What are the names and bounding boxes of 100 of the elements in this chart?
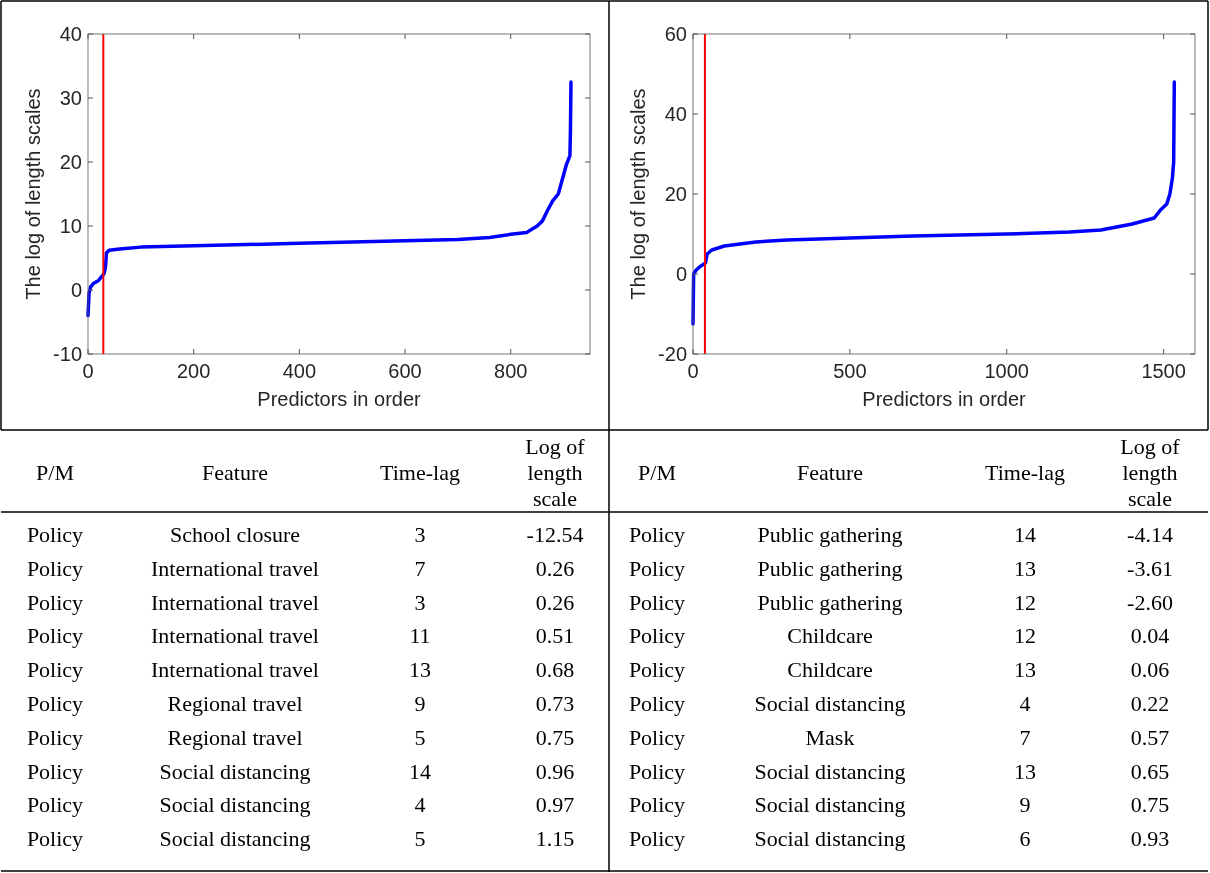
text: 14 <box>1014 521 1036 547</box>
text: Social distancing <box>159 792 311 818</box>
text: 0.75 <box>1130 792 1170 818</box>
text: 12 <box>1014 589 1036 615</box>
category-label: Feature <box>202 460 268 485</box>
text: 0.26 <box>535 589 575 615</box>
category-label: Time-lag <box>985 460 1065 485</box>
text: Policy <box>26 690 84 716</box>
text: Policy <box>628 724 686 750</box>
text: -2.60 <box>1127 589 1173 615</box>
text: 0.57 <box>1130 724 1170 750</box>
text: Policy <box>628 758 686 784</box>
line-series <box>691 80 1177 326</box>
y-tick-label: 0 <box>70 279 82 301</box>
text: Social distancing <box>159 826 311 852</box>
category-label: Log of length scale <box>525 434 586 511</box>
text: 7 <box>1019 724 1031 750</box>
text: Policy <box>628 555 686 581</box>
text: 13 <box>1014 758 1036 784</box>
text: 3 <box>414 521 426 547</box>
text: 0.22 <box>1130 690 1170 716</box>
text: Policy <box>26 758 84 784</box>
x-tick-label: 800 <box>494 360 528 382</box>
text: Childcare <box>787 623 873 649</box>
x-tick-label: 400 <box>282 360 317 382</box>
text: Policy <box>26 792 84 818</box>
text: 5 <box>414 724 426 750</box>
text: Social distancing <box>754 758 906 784</box>
category-label: Time-lag <box>380 460 460 485</box>
y-tick-label: 30 <box>59 87 82 109</box>
category-label: Feature <box>797 460 863 485</box>
category-label: P/M <box>638 460 676 485</box>
text: -4.14 <box>1127 521 1173 547</box>
x-tick-label: 1500 <box>1141 360 1186 382</box>
y-tick-label: 60 <box>664 23 687 45</box>
text: 0.68 <box>535 657 575 683</box>
y-tick-label: -10 <box>53 343 82 365</box>
category-label: P/M <box>36 460 74 485</box>
text: Regional travel <box>167 724 303 750</box>
category-label: Log of length scale <box>1120 434 1181 511</box>
x-tick-label: 500 <box>833 360 867 382</box>
text: 4 <box>414 792 426 818</box>
text: -3.61 <box>1127 555 1173 581</box>
text: 0.96 <box>535 758 575 784</box>
y-tick-label: 40 <box>59 23 82 45</box>
text: Mask <box>805 724 855 750</box>
text: 13 <box>409 657 431 683</box>
text: 13 <box>1014 555 1036 581</box>
text: International travel <box>151 555 319 581</box>
text: Public gathering <box>757 555 903 581</box>
text: 0.06 <box>1130 657 1170 683</box>
text: 12 <box>1014 623 1036 649</box>
text: 14 <box>409 758 431 784</box>
y-tick-label: 0 <box>675 263 687 285</box>
text: 0.75 <box>535 724 575 750</box>
text: Social distancing <box>159 758 311 784</box>
text: Social distancing <box>754 826 906 852</box>
y-tick-label: 40 <box>664 103 687 125</box>
text: Policy <box>628 521 686 547</box>
text: Policy <box>26 623 84 649</box>
text: 0.51 <box>535 623 575 649</box>
text: International travel <box>151 623 319 649</box>
text: Public gathering <box>757 589 903 615</box>
text: -12.54 <box>526 521 584 547</box>
text: 0.93 <box>1130 826 1170 852</box>
text: 4 <box>1019 690 1031 716</box>
text: Policy <box>26 589 84 615</box>
x-tick-label: 600 <box>388 360 422 382</box>
text: 5 <box>414 826 426 852</box>
text: Policy <box>26 826 84 852</box>
y-tick-label: -20 <box>658 343 687 365</box>
text: Regional travel <box>167 690 303 716</box>
text: Policy <box>628 690 686 716</box>
x-axis-title: Predictors in order <box>257 388 422 410</box>
text: Social distancing <box>754 690 906 716</box>
text: 9 <box>414 690 426 716</box>
text: 0.26 <box>535 555 575 581</box>
y-axis-title: The log of length scales <box>22 88 44 300</box>
text: 13 <box>1014 657 1036 683</box>
text: Social distancing <box>754 792 906 818</box>
x-tick-label: 200 <box>177 360 211 382</box>
text: 7 <box>414 555 426 581</box>
text: Policy <box>26 657 84 683</box>
text: Public gathering <box>757 521 903 547</box>
text: Policy <box>26 724 84 750</box>
text: 1.15 <box>535 826 575 852</box>
text: International travel <box>151 589 319 615</box>
text: 0.73 <box>535 690 575 716</box>
text: Policy <box>26 555 84 581</box>
text: 0.97 <box>535 792 575 818</box>
text: School closure <box>169 521 301 547</box>
text: Policy <box>628 623 686 649</box>
text: 0.04 <box>1130 623 1170 649</box>
text: Policy <box>628 792 686 818</box>
text: 11 <box>409 623 431 649</box>
x-axis-title: Predictors in order <box>862 388 1027 410</box>
text: Policy <box>628 657 686 683</box>
text: Policy <box>628 826 686 852</box>
text: Childcare <box>787 657 873 683</box>
y-tick-label: 20 <box>59 151 82 173</box>
